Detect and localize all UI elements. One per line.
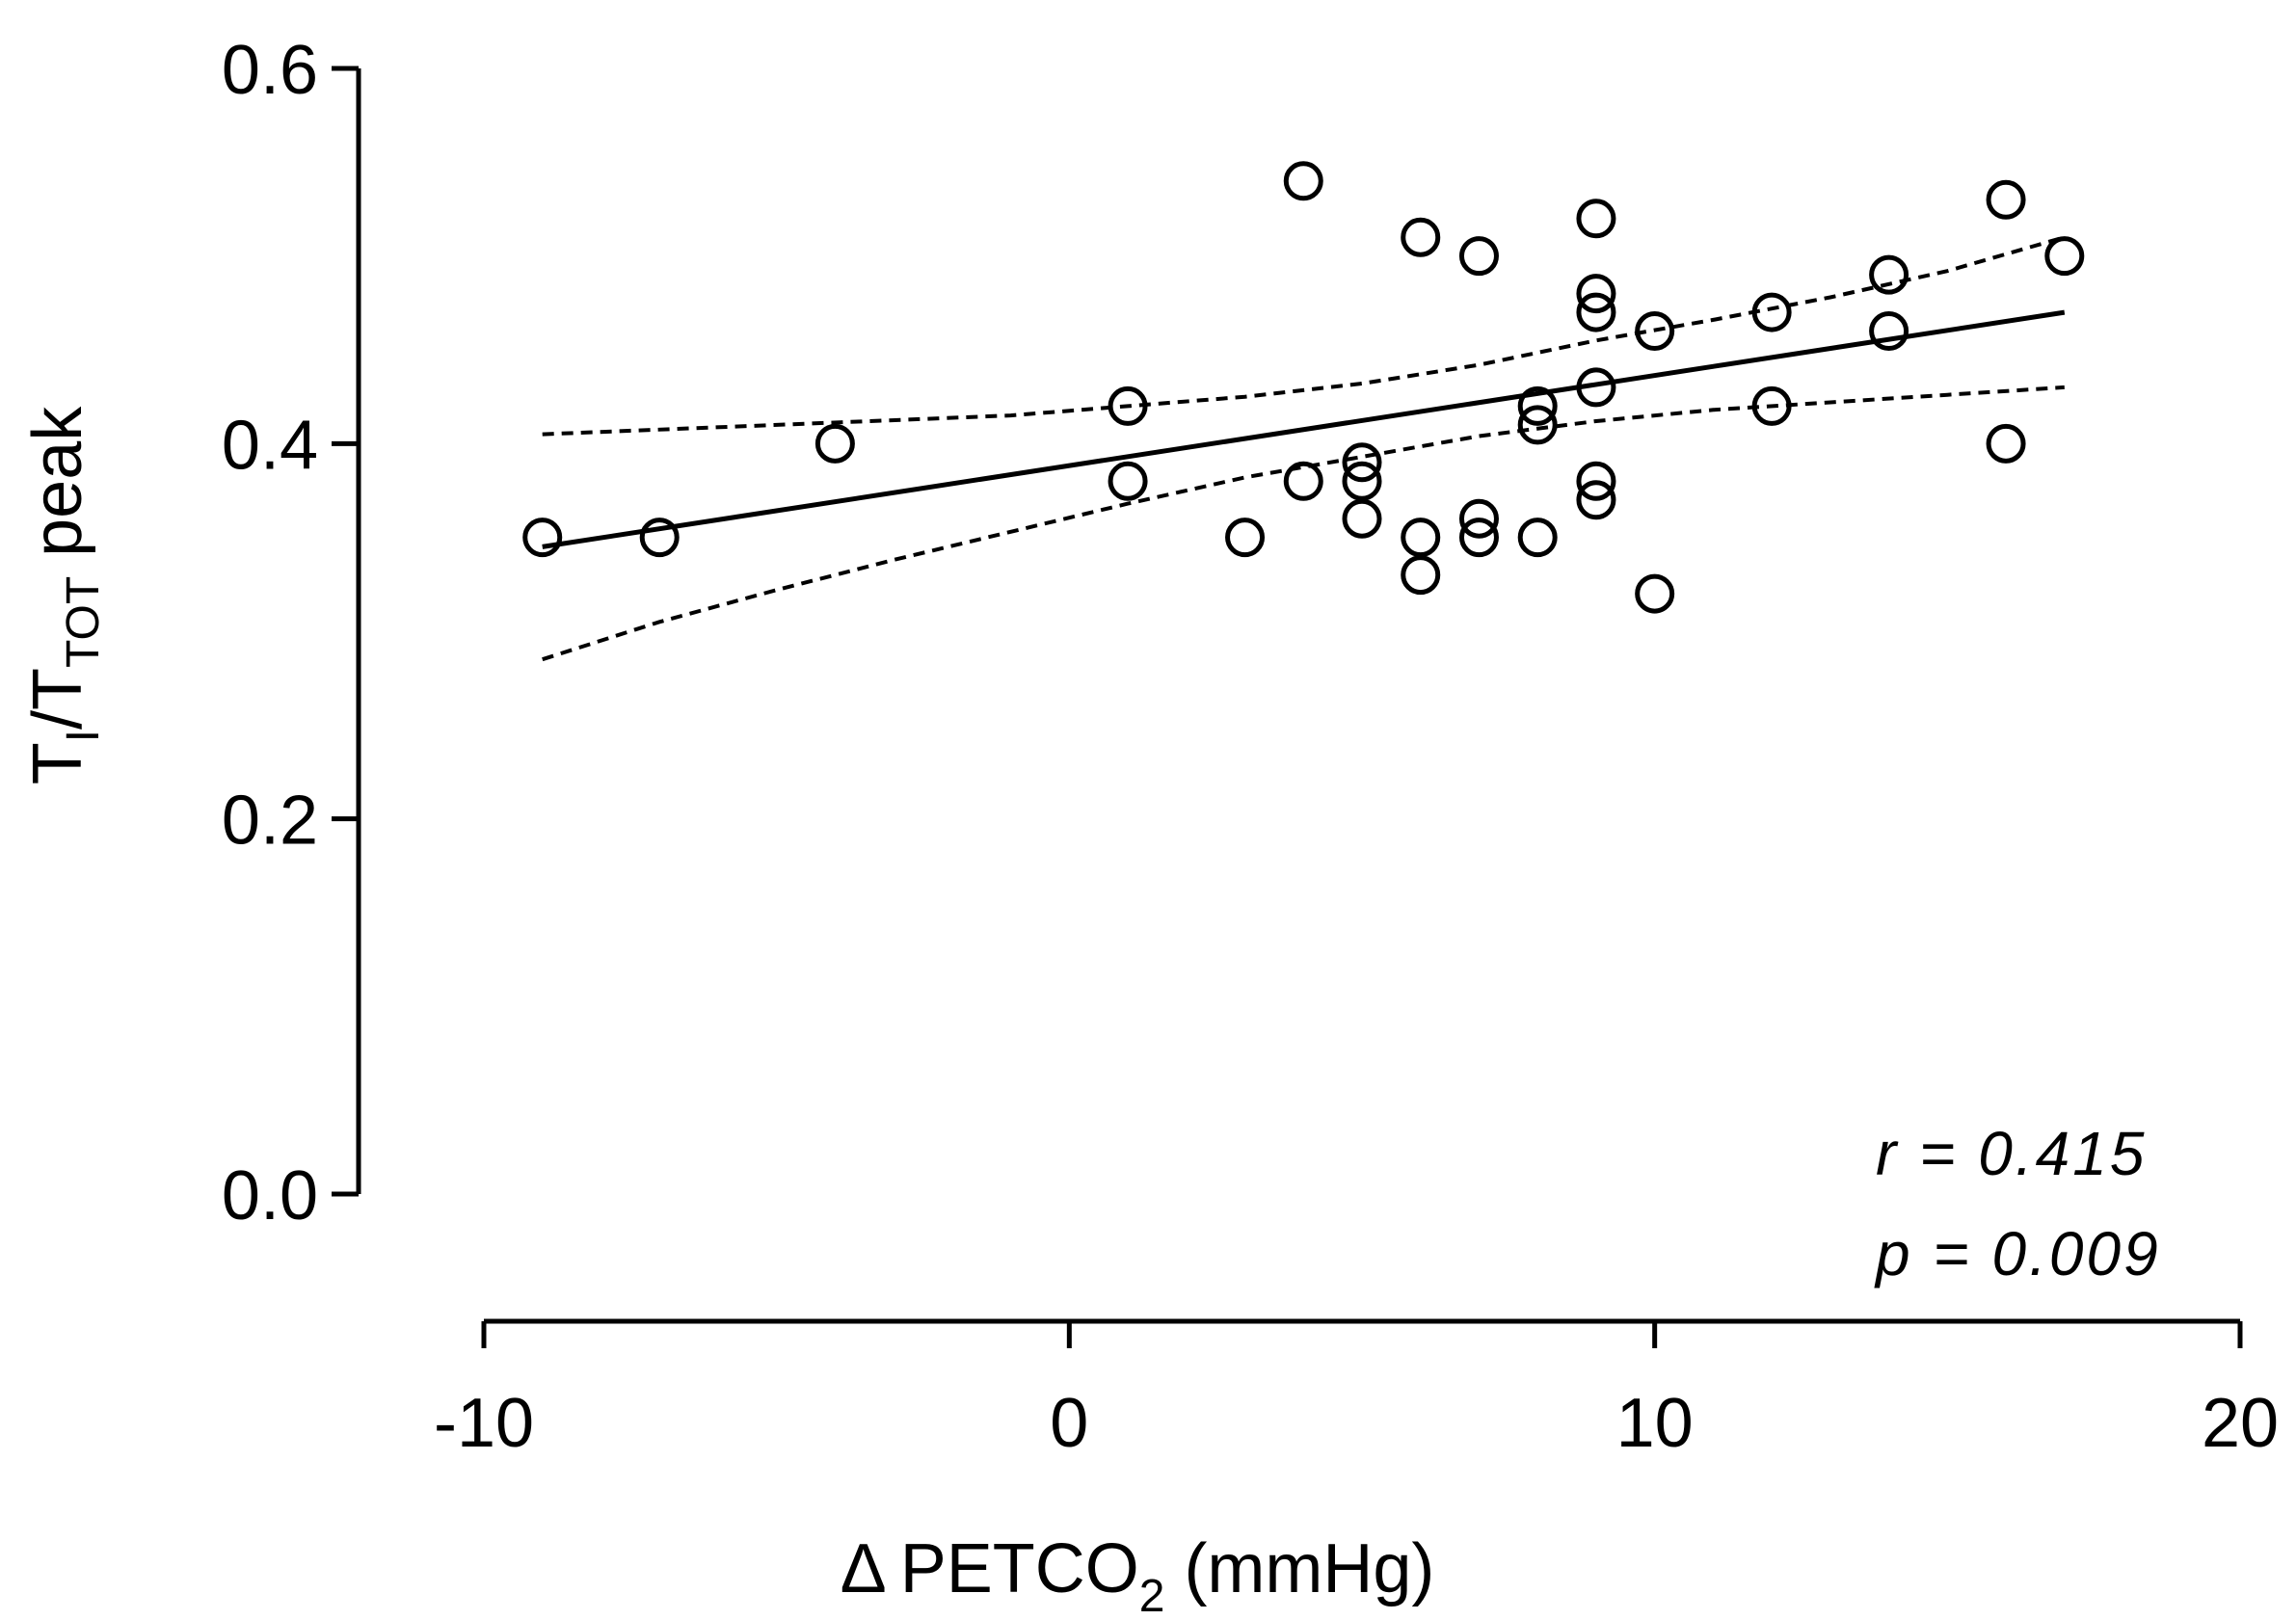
fit-line bbox=[542, 309, 2066, 549]
data-point bbox=[1986, 423, 2026, 464]
data-point bbox=[1458, 498, 1499, 539]
x-axis-title: Δ PETCO2 (mmHg) bbox=[841, 1530, 1435, 1620]
data-point bbox=[1401, 555, 1441, 596]
data-point bbox=[1458, 236, 1499, 277]
x-tick-label: -10 bbox=[434, 1385, 534, 1462]
regression-lines bbox=[542, 235, 2066, 662]
data-point bbox=[1517, 405, 1558, 445]
y-tick-label: 0.4 bbox=[222, 407, 318, 484]
r-value: r = 0.415 bbox=[1876, 1119, 2147, 1188]
data-point bbox=[1576, 292, 1616, 332]
ci-upper-line bbox=[542, 235, 2066, 437]
data-point bbox=[1576, 480, 1616, 520]
x-title-unit: (mmHg) bbox=[1184, 1530, 1434, 1607]
y-title-sep: /T bbox=[19, 668, 96, 730]
data-point bbox=[1635, 573, 1675, 614]
y-title-sub-tot: TOT bbox=[58, 576, 109, 668]
data-point bbox=[1342, 498, 1382, 539]
x-title-sub: 2 bbox=[1139, 1571, 1165, 1620]
data-point bbox=[1986, 179, 2026, 220]
data-point bbox=[1869, 311, 1909, 352]
x-tick-label: 0 bbox=[1050, 1385, 1088, 1462]
data-point bbox=[522, 518, 563, 558]
y-tick-label: 0.6 bbox=[222, 32, 318, 109]
data-point bbox=[1576, 199, 1616, 239]
data-point bbox=[1576, 461, 1616, 501]
data-point bbox=[1458, 518, 1499, 558]
data-point bbox=[814, 423, 855, 464]
ci-lower-line bbox=[542, 385, 2065, 662]
data-point bbox=[1635, 311, 1675, 352]
data-point bbox=[1751, 292, 1792, 332]
data-point bbox=[639, 518, 680, 558]
y-title-t: T bbox=[19, 742, 96, 784]
x-tick-label: 20 bbox=[2202, 1385, 2279, 1462]
x-title-delta: Δ bbox=[841, 1530, 887, 1607]
y-tick-label: 0.2 bbox=[222, 783, 318, 860]
data-point bbox=[1108, 461, 1148, 501]
y-axis-title: TI/TTOT peak bbox=[19, 406, 109, 785]
data-point bbox=[1283, 161, 1323, 201]
x-tick-label: 10 bbox=[1616, 1385, 1694, 1462]
data-point bbox=[1517, 385, 1558, 426]
stats-annotation: r = 0.415 p = 0.009 bbox=[1874, 1119, 2161, 1288]
data-point bbox=[1576, 367, 1616, 408]
data-point bbox=[1401, 518, 1441, 558]
data-point bbox=[1342, 461, 1382, 501]
y-axis: 0.0 0.2 0.4 0.6 bbox=[222, 32, 361, 1235]
p-value: p = 0.009 bbox=[1874, 1219, 2161, 1288]
data-point bbox=[1401, 217, 1441, 257]
x-title-main: PETCO bbox=[900, 1530, 1139, 1607]
y-title-rest: peak bbox=[19, 406, 96, 557]
data-point bbox=[1108, 385, 1148, 426]
data-point bbox=[1342, 442, 1382, 483]
data-point bbox=[1869, 254, 1909, 295]
data-points bbox=[522, 161, 2085, 614]
data-point bbox=[1283, 461, 1323, 501]
data-point bbox=[1576, 274, 1616, 314]
data-point bbox=[1517, 518, 1558, 558]
data-point bbox=[1751, 385, 1792, 426]
data-point bbox=[2044, 236, 2085, 277]
data-point bbox=[1225, 518, 1266, 558]
y-title-sub-i: I bbox=[58, 730, 109, 742]
y-tick-label: 0.0 bbox=[222, 1157, 318, 1235]
x-axis: -10 0 10 20 bbox=[434, 1318, 2279, 1462]
